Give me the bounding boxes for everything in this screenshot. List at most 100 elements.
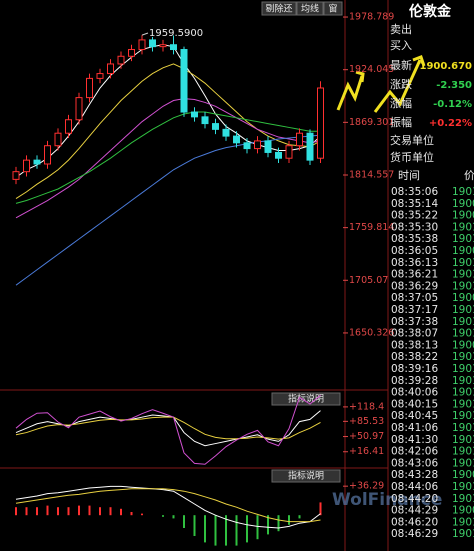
- tick-price: 1901: [452, 233, 474, 245]
- tick-price: 1901: [452, 410, 474, 422]
- tick-price: 1901: [452, 446, 474, 458]
- candle-body: [65, 119, 72, 134]
- indicator-line: [15, 63, 321, 200]
- tick-price: 1901: [452, 516, 474, 528]
- quote-value: -2.350: [436, 80, 472, 91]
- tick-time: 08:46:29: [391, 528, 438, 540]
- tick-time: 08:41:06: [391, 422, 438, 434]
- candle-body: [44, 145, 51, 165]
- candle-body: [86, 77, 93, 99]
- tick-time: 08:35:06: [391, 186, 438, 198]
- candle-body: [128, 49, 135, 57]
- tick-price: 1901: [452, 280, 474, 292]
- tick-time: 08:40:06: [391, 387, 438, 399]
- quote-label: 卖出: [390, 22, 412, 36]
- tick-price: 1900: [452, 339, 474, 351]
- quote-label: 买入: [390, 39, 412, 52]
- candle-body: [254, 140, 261, 150]
- tick-price: 1901: [452, 304, 474, 316]
- quote-value: +0.22%: [429, 118, 472, 129]
- candle-body: [233, 135, 240, 144]
- arrow: [336, 75, 364, 111]
- indicator-line: [15, 488, 321, 523]
- quote-value: 1900.670: [419, 61, 472, 72]
- indicator-label: 指标说明: [288, 470, 324, 482]
- tick-time: 08:37:05: [391, 292, 438, 304]
- tick-time: 08:40:45: [391, 410, 438, 422]
- indicator-button[interactable]: [271, 469, 341, 483]
- y-tick-label: 1705.07: [349, 275, 388, 286]
- tick-price: 1901: [452, 351, 474, 363]
- y-tick-label: 1814.557: [349, 169, 394, 180]
- y-tick-label: +36.29: [349, 481, 384, 492]
- tick-time: 08:35:14: [391, 198, 438, 210]
- candle-body: [317, 87, 324, 159]
- indicator-line: [15, 485, 321, 529]
- candle-body: [33, 159, 41, 165]
- candle-body: [107, 63, 114, 75]
- quote-label: 振幅: [390, 115, 412, 129]
- tick-price: 1901: [452, 528, 474, 540]
- tick-time: 08:39:16: [391, 363, 438, 375]
- indicator-label: 指标说明: [288, 393, 324, 405]
- indicator-line: [15, 416, 321, 440]
- y-tick-label: 1924.045: [349, 64, 394, 75]
- candle-body: [159, 44, 167, 48]
- tick-price: 1901: [452, 375, 474, 387]
- tick-time: 08:36:05: [391, 245, 438, 257]
- toolbar-label: 窗: [328, 3, 337, 15]
- y-tick-label: +118.4: [349, 401, 384, 412]
- tick-time: 08:42:06: [391, 446, 438, 458]
- watermark: WolFinance: [332, 490, 442, 510]
- candle-body: [96, 73, 104, 79]
- candle-body: [212, 123, 219, 130]
- toolbar-button[interactable]: [261, 1, 297, 16]
- tick-time: 08:35:30: [391, 221, 438, 233]
- y-tick-label: 1759.814: [349, 222, 394, 233]
- candle-body: [23, 159, 30, 173]
- quote-label: 交易单位: [390, 133, 434, 147]
- tick-time: 08:43:28: [391, 469, 438, 481]
- tick-price: 1900: [452, 469, 474, 481]
- indicator-line: [15, 98, 321, 219]
- tick-price: 1900: [452, 245, 474, 257]
- candle-body: [170, 44, 177, 51]
- y-tick-label: +50.97: [349, 431, 384, 442]
- tick-price: 1900: [452, 505, 474, 517]
- tick-header: 价: [464, 169, 474, 182]
- toolbar-button[interactable]: [296, 1, 324, 16]
- quote-label: 最新: [390, 58, 412, 72]
- quote-label: 涨跌: [390, 77, 412, 91]
- tick-time: 08:44:06: [391, 481, 438, 493]
- tick-price: 1901: [452, 457, 474, 469]
- tick-time: 08:39:28: [391, 375, 438, 387]
- tick-price: 1901: [452, 363, 474, 375]
- arrow-head: [412, 55, 426, 67]
- indicator-line: [15, 394, 321, 465]
- tick-time: 08:46:20: [391, 516, 438, 528]
- y-tick-label: +85.53: [349, 416, 384, 427]
- tick-price: 1901: [452, 257, 474, 269]
- toolbar-label: 均线: [301, 3, 319, 15]
- tick-price: 1901: [452, 328, 474, 340]
- candle-body: [243, 142, 251, 150]
- tick-time: 08:43:06: [391, 457, 438, 469]
- candle-body: [285, 145, 293, 159]
- tick-time: 08:38:07: [391, 328, 438, 340]
- candle-body: [296, 132, 303, 147]
- indicator-button[interactable]: [271, 392, 341, 406]
- indicator-line: [15, 410, 321, 447]
- candle-body: [201, 116, 209, 125]
- tick-header: 时间: [398, 169, 420, 182]
- candle-body: [12, 171, 20, 180]
- toolbar-button[interactable]: [323, 1, 343, 16]
- annotation: 1959.5900: [149, 28, 203, 39]
- y-tick-label: +16.41: [349, 446, 384, 457]
- candle-body: [54, 132, 62, 147]
- tick-time: 08:35:38: [391, 233, 438, 245]
- y-tick-label: 1650.326: [349, 327, 394, 338]
- tick-price: 1901: [452, 398, 474, 410]
- candle-body: [138, 39, 146, 51]
